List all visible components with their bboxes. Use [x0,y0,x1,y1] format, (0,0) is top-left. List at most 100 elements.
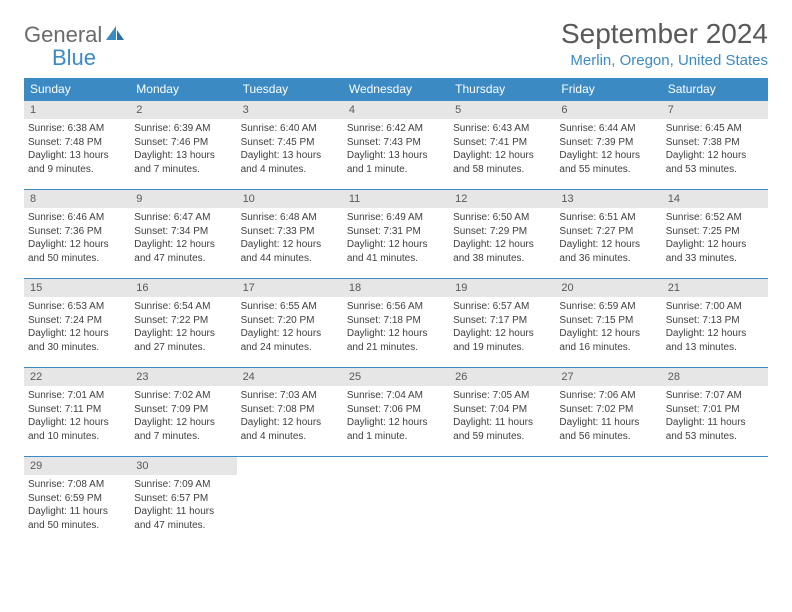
sunset-line: Sunset: 7:01 PM [666,403,764,417]
day-cell: 11Sunrise: 6:49 AMSunset: 7:31 PMDayligh… [343,190,449,278]
day-body: Sunrise: 6:54 AMSunset: 7:22 PMDaylight:… [130,297,236,360]
sunset-line: Sunset: 7:41 PM [453,136,551,150]
sunset-line: Sunset: 6:57 PM [134,492,232,506]
day-number: 1 [24,101,130,119]
day-cell: 23Sunrise: 7:02 AMSunset: 7:09 PMDayligh… [130,368,236,456]
sunrise-line: Sunrise: 6:55 AM [241,300,339,314]
sunrise-line: Sunrise: 7:01 AM [28,389,126,403]
sunset-line: Sunset: 7:15 PM [559,314,657,328]
sunrise-line: Sunrise: 7:06 AM [559,389,657,403]
sunset-line: Sunset: 7:17 PM [453,314,551,328]
logo-sail-icon [104,24,126,42]
day-cell: 18Sunrise: 6:56 AMSunset: 7:18 PMDayligh… [343,279,449,367]
day-header-saturday: Saturday [662,78,768,100]
day-body: Sunrise: 6:40 AMSunset: 7:45 PMDaylight:… [237,119,343,182]
logo-text-general: General [24,22,102,47]
sunrise-line: Sunrise: 6:54 AM [134,300,232,314]
day-number: 12 [449,190,555,208]
daylight-line: Daylight: 11 hours and 56 minutes. [559,416,657,443]
logo: General Blue [24,24,126,70]
sunset-line: Sunset: 7:24 PM [28,314,126,328]
day-number: 11 [343,190,449,208]
day-cell: 24Sunrise: 7:03 AMSunset: 7:08 PMDayligh… [237,368,343,456]
day-body: Sunrise: 6:49 AMSunset: 7:31 PMDaylight:… [343,208,449,271]
day-cell: 20Sunrise: 6:59 AMSunset: 7:15 PMDayligh… [555,279,661,367]
month-title: September 2024 [561,18,768,50]
sunset-line: Sunset: 7:46 PM [134,136,232,150]
sunrise-line: Sunrise: 7:02 AM [134,389,232,403]
day-number: 24 [237,368,343,386]
daylight-line: Daylight: 12 hours and 58 minutes. [453,149,551,176]
daylight-line: Daylight: 11 hours and 53 minutes. [666,416,764,443]
week-row: 15Sunrise: 6:53 AMSunset: 7:24 PMDayligh… [24,278,768,367]
day-cell: 13Sunrise: 6:51 AMSunset: 7:27 PMDayligh… [555,190,661,278]
day-cell [449,457,555,545]
day-body: Sunrise: 7:09 AMSunset: 6:57 PMDaylight:… [130,475,236,538]
daylight-line: Daylight: 11 hours and 50 minutes. [28,505,126,532]
sunset-line: Sunset: 7:06 PM [347,403,445,417]
day-number: 25 [343,368,449,386]
day-body: Sunrise: 6:57 AMSunset: 7:17 PMDaylight:… [449,297,555,360]
day-cell: 7Sunrise: 6:45 AMSunset: 7:38 PMDaylight… [662,101,768,189]
day-body: Sunrise: 6:42 AMSunset: 7:43 PMDaylight:… [343,119,449,182]
day-cell: 10Sunrise: 6:48 AMSunset: 7:33 PMDayligh… [237,190,343,278]
sunset-line: Sunset: 6:59 PM [28,492,126,506]
day-header-sunday: Sunday [24,78,130,100]
day-number: 18 [343,279,449,297]
daylight-line: Daylight: 12 hours and 50 minutes. [28,238,126,265]
week-row: 1Sunrise: 6:38 AMSunset: 7:48 PMDaylight… [24,100,768,189]
day-body: Sunrise: 7:03 AMSunset: 7:08 PMDaylight:… [237,386,343,449]
day-body: Sunrise: 7:08 AMSunset: 6:59 PMDaylight:… [24,475,130,538]
sunset-line: Sunset: 7:18 PM [347,314,445,328]
sunset-line: Sunset: 7:02 PM [559,403,657,417]
daylight-line: Daylight: 12 hours and 27 minutes. [134,327,232,354]
day-header-tuesday: Tuesday [237,78,343,100]
sunset-line: Sunset: 7:43 PM [347,136,445,150]
daylight-line: Daylight: 12 hours and 21 minutes. [347,327,445,354]
day-cell: 16Sunrise: 6:54 AMSunset: 7:22 PMDayligh… [130,279,236,367]
day-number: 10 [237,190,343,208]
day-body: Sunrise: 6:55 AMSunset: 7:20 PMDaylight:… [237,297,343,360]
day-body: Sunrise: 7:02 AMSunset: 7:09 PMDaylight:… [130,386,236,449]
day-cell: 26Sunrise: 7:05 AMSunset: 7:04 PMDayligh… [449,368,555,456]
sunset-line: Sunset: 7:27 PM [559,225,657,239]
daylight-line: Daylight: 12 hours and 36 minutes. [559,238,657,265]
day-cell: 28Sunrise: 7:07 AMSunset: 7:01 PMDayligh… [662,368,768,456]
day-cell: 1Sunrise: 6:38 AMSunset: 7:48 PMDaylight… [24,101,130,189]
day-number: 27 [555,368,661,386]
day-number: 21 [662,279,768,297]
daylight-line: Daylight: 11 hours and 59 minutes. [453,416,551,443]
sunrise-line: Sunrise: 6:44 AM [559,122,657,136]
sunset-line: Sunset: 7:36 PM [28,225,126,239]
day-cell [343,457,449,545]
daylight-line: Daylight: 13 hours and 7 minutes. [134,149,232,176]
day-number: 19 [449,279,555,297]
day-body: Sunrise: 6:44 AMSunset: 7:39 PMDaylight:… [555,119,661,182]
logo-text-blue: Blue [52,45,96,70]
sunrise-line: Sunrise: 6:46 AM [28,211,126,225]
sunset-line: Sunset: 7:45 PM [241,136,339,150]
sunrise-line: Sunrise: 6:49 AM [347,211,445,225]
week-row: 8Sunrise: 6:46 AMSunset: 7:36 PMDaylight… [24,189,768,278]
sunrise-line: Sunrise: 7:03 AM [241,389,339,403]
day-body: Sunrise: 6:56 AMSunset: 7:18 PMDaylight:… [343,297,449,360]
sunrise-line: Sunrise: 6:53 AM [28,300,126,314]
day-body: Sunrise: 6:46 AMSunset: 7:36 PMDaylight:… [24,208,130,271]
day-cell: 2Sunrise: 6:39 AMSunset: 7:46 PMDaylight… [130,101,236,189]
location-text: Merlin, Oregon, United States [561,52,768,69]
day-cell: 8Sunrise: 6:46 AMSunset: 7:36 PMDaylight… [24,190,130,278]
week-row: 29Sunrise: 7:08 AMSunset: 6:59 PMDayligh… [24,456,768,545]
day-cell: 12Sunrise: 6:50 AMSunset: 7:29 PMDayligh… [449,190,555,278]
day-number: 17 [237,279,343,297]
day-number: 8 [24,190,130,208]
sunset-line: Sunset: 7:34 PM [134,225,232,239]
daylight-line: Daylight: 12 hours and 38 minutes. [453,238,551,265]
daylight-line: Daylight: 12 hours and 53 minutes. [666,149,764,176]
daylight-line: Daylight: 13 hours and 4 minutes. [241,149,339,176]
sunset-line: Sunset: 7:48 PM [28,136,126,150]
sunset-line: Sunset: 7:33 PM [241,225,339,239]
day-number: 2 [130,101,236,119]
day-body: Sunrise: 6:48 AMSunset: 7:33 PMDaylight:… [237,208,343,271]
daylight-line: Daylight: 12 hours and 16 minutes. [559,327,657,354]
day-cell: 9Sunrise: 6:47 AMSunset: 7:34 PMDaylight… [130,190,236,278]
